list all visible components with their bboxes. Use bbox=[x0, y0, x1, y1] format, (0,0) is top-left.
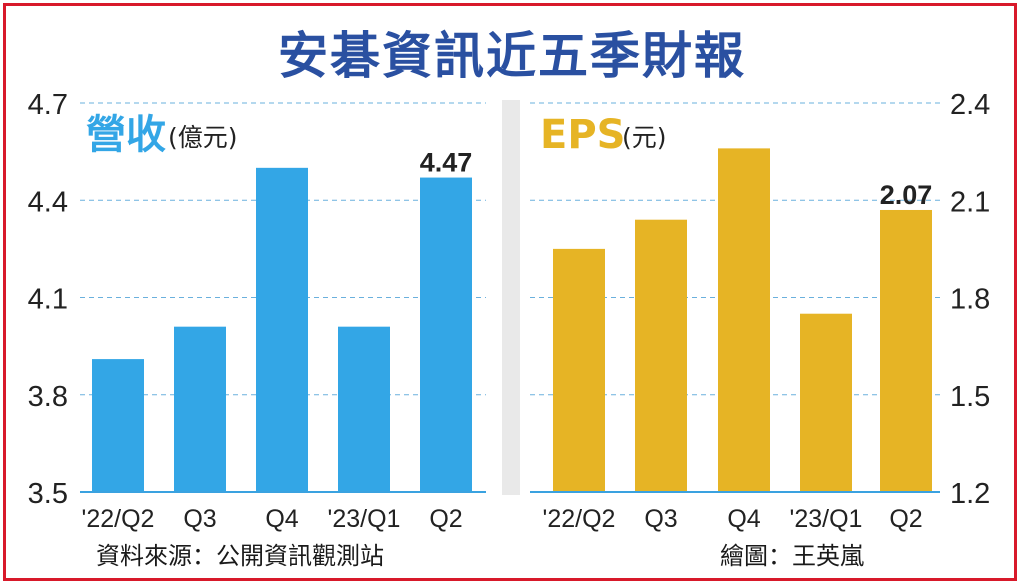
eps-category-label: '22/Q2 bbox=[543, 505, 616, 533]
eps-ytick-label: 1.2 bbox=[950, 478, 990, 510]
eps-bar bbox=[718, 148, 770, 492]
revenue-data-label: 4.47 bbox=[420, 148, 473, 178]
credit-note: 繪圖：王英嵐 bbox=[720, 542, 864, 570]
revenue-unit-label: (億元) bbox=[168, 123, 238, 152]
chart-frame bbox=[3, 3, 1017, 581]
revenue-bar bbox=[338, 326, 390, 492]
eps-bar bbox=[800, 313, 852, 492]
revenue-ytick-label: 4.7 bbox=[28, 89, 68, 121]
eps-ytick-label: 1.8 bbox=[950, 284, 990, 316]
revenue-category-label: Q2 bbox=[429, 505, 462, 533]
revenue-ytick-label: 3.8 bbox=[28, 381, 68, 413]
eps-bar bbox=[880, 209, 932, 492]
eps-category-label: '23/Q1 bbox=[790, 505, 863, 533]
revenue-category-label: Q3 bbox=[183, 505, 216, 533]
revenue-bar bbox=[256, 167, 308, 493]
revenue-ytick-label: 4.4 bbox=[28, 186, 68, 218]
panel-divider bbox=[502, 100, 520, 495]
eps-panel-title: EPS bbox=[540, 112, 625, 158]
source-note: 資料來源：公開資訊觀測站 bbox=[96, 542, 384, 570]
revenue-category-label: '22/Q2 bbox=[82, 505, 155, 533]
revenue-ytick-label: 4.1 bbox=[28, 284, 68, 316]
eps-ytick-label: 1.5 bbox=[950, 381, 990, 413]
revenue-bar bbox=[92, 359, 144, 492]
eps-data-label: 2.07 bbox=[880, 180, 933, 210]
eps-category-label: Q3 bbox=[644, 505, 677, 533]
chart-title: 安碁資訊近五季財報 bbox=[278, 27, 746, 85]
revenue-panel-title: 營收 bbox=[86, 112, 166, 158]
revenue-category-label: '23/Q1 bbox=[328, 505, 401, 533]
eps-bar bbox=[635, 219, 687, 492]
revenue-bar bbox=[420, 177, 472, 492]
eps-category-label: Q4 bbox=[727, 505, 760, 533]
eps-unit-label: (元) bbox=[622, 123, 667, 152]
eps-bar bbox=[553, 248, 605, 492]
eps-ytick-label: 2.1 bbox=[950, 186, 990, 218]
eps-category-label: Q2 bbox=[889, 505, 922, 533]
revenue-ytick-label: 3.5 bbox=[28, 478, 68, 510]
revenue-category-label: Q4 bbox=[265, 505, 298, 533]
revenue-bar bbox=[174, 326, 226, 492]
eps-ytick-label: 2.4 bbox=[950, 89, 990, 121]
